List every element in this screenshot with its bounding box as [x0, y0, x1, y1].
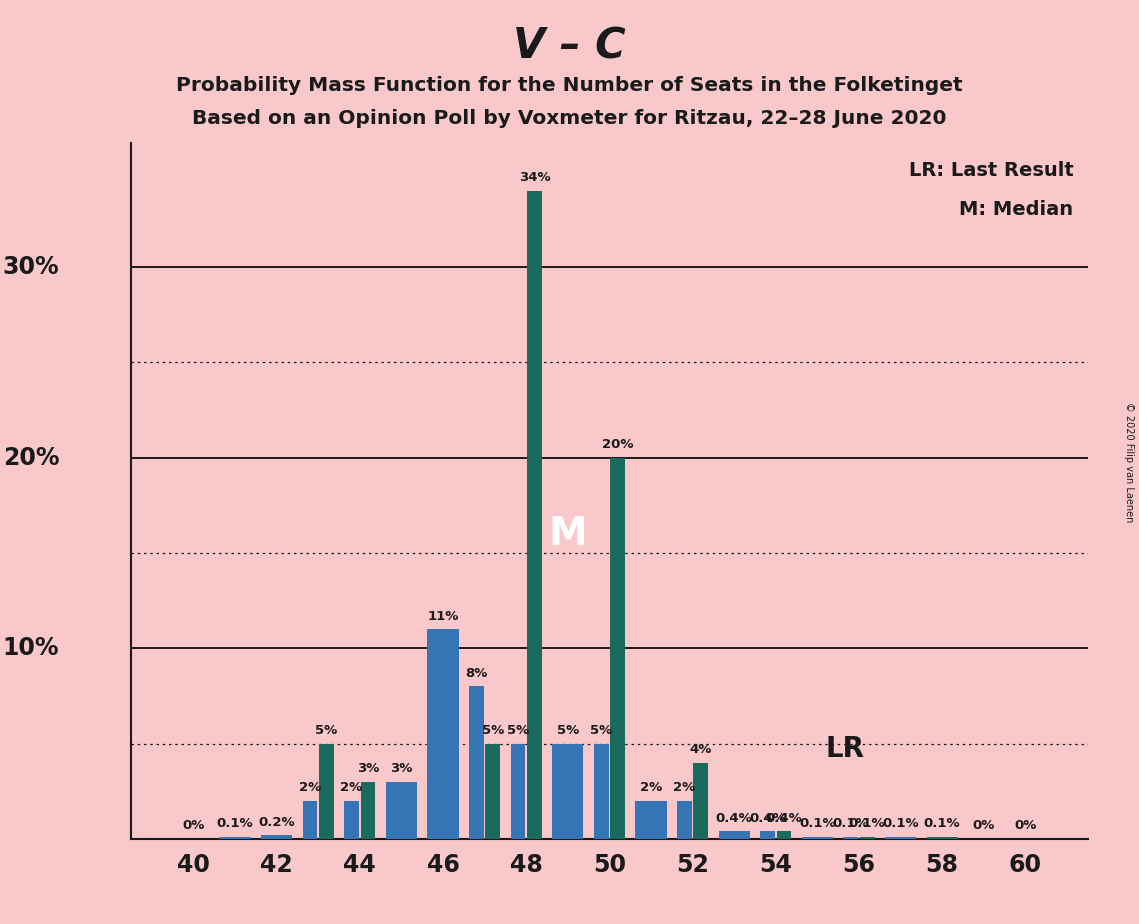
Text: M: M: [548, 515, 587, 553]
Text: 5%: 5%: [482, 724, 503, 737]
Text: LR: Last Result: LR: Last Result: [909, 161, 1073, 179]
Bar: [636, 801, 666, 839]
Bar: [593, 744, 608, 839]
Bar: [427, 629, 459, 839]
Text: V – C: V – C: [514, 26, 625, 67]
Bar: [860, 837, 875, 839]
Bar: [344, 801, 359, 839]
Text: 8%: 8%: [465, 667, 487, 680]
Text: 2%: 2%: [341, 781, 362, 795]
Text: M: Median: M: Median: [959, 201, 1073, 219]
Bar: [485, 744, 500, 839]
Text: 0.1%: 0.1%: [216, 818, 253, 831]
Bar: [510, 744, 525, 839]
Bar: [777, 832, 792, 839]
Bar: [611, 457, 625, 839]
Text: 0.1%: 0.1%: [883, 818, 919, 831]
Bar: [926, 837, 958, 839]
Bar: [802, 837, 833, 839]
Bar: [319, 744, 334, 839]
Bar: [694, 762, 708, 839]
Bar: [885, 837, 916, 839]
Text: 0.4%: 0.4%: [765, 811, 802, 825]
Text: 11%: 11%: [427, 610, 459, 623]
Text: 0%: 0%: [182, 820, 205, 833]
Text: 20%: 20%: [2, 445, 59, 469]
Text: 2%: 2%: [673, 781, 696, 795]
Bar: [386, 782, 417, 839]
Text: 0.1%: 0.1%: [800, 818, 836, 831]
Text: 5%: 5%: [557, 724, 579, 737]
Text: 0.2%: 0.2%: [259, 816, 295, 829]
Bar: [527, 191, 542, 839]
Text: 0.4%: 0.4%: [749, 811, 786, 825]
Text: 0.1%: 0.1%: [833, 818, 869, 831]
Text: 0.1%: 0.1%: [924, 818, 960, 831]
Bar: [677, 801, 691, 839]
Text: 20%: 20%: [601, 438, 633, 451]
Text: 10%: 10%: [2, 637, 59, 661]
Bar: [261, 835, 293, 839]
Text: 5%: 5%: [590, 724, 613, 737]
Bar: [469, 687, 484, 839]
Text: Based on an Opinion Poll by Voxmeter for Ritzau, 22–28 June 2020: Based on an Opinion Poll by Voxmeter for…: [192, 109, 947, 128]
Text: 2%: 2%: [298, 781, 321, 795]
Bar: [719, 832, 749, 839]
Text: 5%: 5%: [507, 724, 530, 737]
Bar: [361, 782, 376, 839]
Text: 2%: 2%: [640, 781, 662, 795]
Text: Probability Mass Function for the Number of Seats in the Folketinget: Probability Mass Function for the Number…: [177, 76, 962, 95]
Text: 30%: 30%: [2, 255, 59, 279]
Bar: [552, 744, 583, 839]
Text: 4%: 4%: [689, 743, 712, 756]
Text: 34%: 34%: [518, 171, 550, 184]
Bar: [303, 801, 318, 839]
Text: 0%: 0%: [973, 820, 995, 833]
Text: LR: LR: [826, 736, 865, 763]
Bar: [220, 837, 251, 839]
Text: 3%: 3%: [391, 762, 412, 775]
Text: 3%: 3%: [357, 762, 379, 775]
Text: 0.1%: 0.1%: [849, 818, 885, 831]
Text: 5%: 5%: [316, 724, 337, 737]
Bar: [843, 837, 858, 839]
Bar: [760, 832, 775, 839]
Text: 0.4%: 0.4%: [715, 811, 753, 825]
Text: © 2020 Filip van Laenen: © 2020 Filip van Laenen: [1124, 402, 1133, 522]
Text: 0%: 0%: [1014, 820, 1036, 833]
